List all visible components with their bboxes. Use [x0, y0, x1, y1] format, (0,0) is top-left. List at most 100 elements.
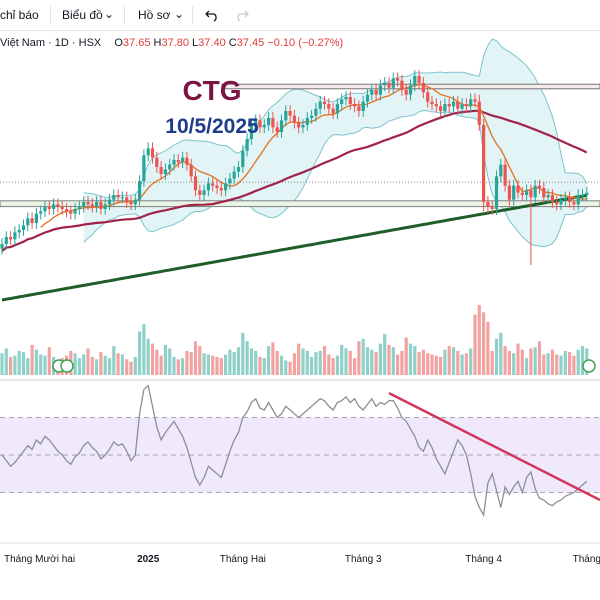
volume-bar — [396, 354, 400, 375]
volume-bar — [322, 346, 327, 375]
candle-body — [408, 85, 413, 95]
candle-body — [271, 118, 275, 128]
volume-bar — [301, 348, 305, 375]
candle-body — [361, 101, 365, 111]
ma200-line — [1, 193, 588, 302]
volume-bar — [563, 350, 567, 375]
candle-body — [585, 192, 589, 195]
volume-bar — [404, 337, 408, 375]
chevron-down-icon[interactable]: ⌄ — [104, 7, 115, 21]
volume-bar — [503, 346, 507, 375]
candle-body — [292, 115, 296, 123]
volume-bar — [241, 332, 245, 375]
candle-body — [546, 195, 550, 198]
volume-bar — [447, 346, 451, 375]
low-value: 37.40 — [198, 37, 226, 49]
volume-bar — [17, 350, 21, 375]
volume-bar — [267, 346, 271, 375]
volume-bar — [112, 346, 116, 375]
rsi-trendline — [388, 392, 600, 502]
candle-body — [103, 204, 107, 209]
candle-body — [163, 169, 167, 174]
candle-body — [348, 97, 352, 104]
volume-bar — [168, 348, 172, 375]
close-value: 37.45 — [236, 37, 265, 49]
candle-body — [64, 209, 69, 212]
volume-bar — [95, 359, 99, 375]
candle-body — [241, 150, 245, 167]
indicators-button[interactable]: chỉ báo — [0, 8, 39, 22]
candle-body — [310, 115, 314, 118]
volume-bar — [378, 343, 382, 375]
profile-button[interactable]: Hồ sơ — [138, 8, 171, 22]
candle-body — [0, 244, 4, 249]
candle-body — [400, 80, 404, 90]
volume-bar — [82, 354, 86, 375]
volume-bar — [486, 321, 490, 375]
candle-body — [301, 125, 305, 128]
volume-bar — [271, 342, 275, 375]
candle-body — [9, 237, 13, 240]
volume-bar — [47, 347, 51, 375]
candle-body — [335, 104, 339, 114]
candle-body — [469, 99, 473, 107]
volume-bar — [245, 341, 249, 375]
candle-body — [4, 237, 8, 244]
candle-body — [555, 202, 559, 205]
candle-body — [482, 125, 486, 202]
volume-bar — [275, 350, 279, 375]
volume-bar — [365, 347, 370, 375]
x-tick-label: 2025 — [137, 554, 160, 565]
volume-bar — [176, 359, 180, 375]
candle-body — [486, 202, 490, 207]
candle-body — [47, 206, 51, 209]
volume-bar — [159, 355, 163, 375]
volume-bar — [202, 353, 206, 375]
candle-body — [404, 90, 408, 95]
volume-bar — [206, 354, 210, 375]
volume-bar — [107, 358, 112, 375]
candle-body — [357, 106, 361, 111]
candle-body — [451, 101, 456, 107]
chevron-down-icon[interactable]: ⌄ — [174, 7, 185, 21]
candle-body — [69, 211, 73, 214]
volume-bar — [129, 361, 133, 375]
x-tick-label: Tháng Hai — [220, 554, 266, 565]
ma50-line — [1, 109, 588, 252]
candle-body — [353, 104, 357, 107]
candle-body — [494, 176, 499, 209]
candle-body — [499, 164, 503, 177]
candle-body — [279, 120, 284, 132]
volume-bar — [292, 353, 296, 375]
undo-icon[interactable] — [205, 8, 219, 22]
volume-bar — [258, 356, 262, 375]
volume-bar — [228, 349, 232, 375]
volume-bar — [77, 358, 81, 375]
bollinger-band-fill — [83, 39, 587, 247]
candle-body — [60, 206, 64, 209]
volume-bar — [13, 355, 17, 375]
candle-body — [383, 83, 387, 86]
volume-bar — [361, 338, 365, 375]
support-zone — [0, 200, 600, 208]
candle-body — [537, 185, 542, 188]
candle-body — [542, 188, 546, 198]
candle-body — [26, 218, 30, 226]
toolbar-divider — [50, 6, 51, 24]
candle-body — [365, 94, 370, 102]
volume-bar — [224, 354, 228, 375]
volume-bar — [383, 333, 387, 375]
chart-type-button[interactable]: Biểu đồ — [62, 8, 103, 22]
candle-body — [258, 120, 262, 128]
volume-bar — [193, 341, 198, 375]
candle-body — [90, 204, 94, 207]
candle-body — [21, 225, 26, 230]
volume-bar — [555, 354, 559, 375]
volume-bar — [219, 358, 223, 375]
volume-bar — [525, 358, 529, 375]
candle-body — [525, 190, 529, 195]
candle-body — [39, 211, 43, 214]
volume-bar — [348, 350, 352, 375]
candle-body — [378, 85, 382, 95]
